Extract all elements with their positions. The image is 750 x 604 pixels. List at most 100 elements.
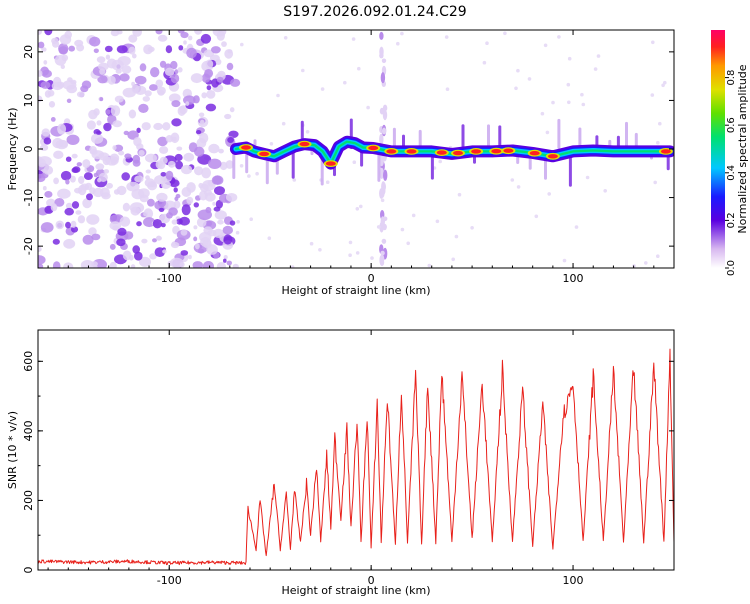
noise-blob xyxy=(154,247,165,257)
noise-blob xyxy=(54,198,65,207)
noise-blob xyxy=(70,220,77,228)
noise-blob xyxy=(138,150,145,156)
noise-blob xyxy=(69,175,76,183)
snr-panel: -100 0 100 0 200 400 600 xyxy=(22,330,675,587)
interference-blob xyxy=(380,250,385,256)
noise-blob xyxy=(53,150,64,159)
noise-blob xyxy=(121,65,132,74)
snr-ylabel: SNR (10 * v/v) xyxy=(6,411,19,489)
noise-blob xyxy=(139,63,147,72)
colorbar-tick-label: 0.0 xyxy=(726,260,737,276)
noise-blob xyxy=(155,235,162,241)
hotspot-red xyxy=(299,141,310,147)
noise-blob xyxy=(99,97,104,102)
noise-blob xyxy=(194,146,205,157)
noise-blob xyxy=(38,70,43,77)
noise-blob xyxy=(122,250,132,261)
noise-blob xyxy=(205,59,214,69)
noise-blob xyxy=(92,187,104,198)
y-tick-label: 400 xyxy=(22,420,35,441)
scatter-blob xyxy=(551,100,555,105)
noise-blob xyxy=(76,162,83,167)
colorbar-tick-label: 0.8 xyxy=(726,70,737,86)
scatter-blob xyxy=(325,180,330,184)
noise-blob xyxy=(52,261,61,268)
noise-blob xyxy=(111,59,124,71)
scatter-blob xyxy=(516,68,520,73)
scatter-blob xyxy=(650,93,655,97)
y-tick-label: -20 xyxy=(22,237,35,255)
colorbar-tick-label: 0.2 xyxy=(726,212,737,228)
scatter-blob xyxy=(357,66,361,71)
scatter-blob xyxy=(470,226,474,230)
noise-blob xyxy=(136,221,142,227)
scatter-blob xyxy=(406,241,411,246)
noise-blob xyxy=(213,206,221,212)
noise-blob xyxy=(70,79,77,85)
noise-blob xyxy=(43,165,54,175)
interference-blob xyxy=(379,107,385,115)
streak xyxy=(245,149,249,174)
noise-blob xyxy=(186,47,197,59)
noise-blob xyxy=(208,143,220,154)
noise-blob xyxy=(174,196,179,201)
noise-blob xyxy=(99,68,106,75)
noise-blob xyxy=(132,30,142,37)
noise-blob xyxy=(112,145,117,151)
noise-blob xyxy=(76,44,85,52)
noise-blob xyxy=(105,109,111,115)
x-tick-label: -100 xyxy=(157,574,182,587)
noise-blob xyxy=(116,30,123,35)
y-tick-label: 0 xyxy=(22,567,35,574)
noise-blob xyxy=(109,221,122,231)
hotspot-red xyxy=(386,149,397,154)
noise-blob xyxy=(155,30,163,35)
noise-blob xyxy=(164,67,175,77)
scatter-blob xyxy=(239,164,244,168)
noise-blob xyxy=(110,105,121,117)
scatter-blob xyxy=(510,178,515,182)
noise-blob xyxy=(193,202,199,208)
noise-blob xyxy=(178,45,184,51)
noise-blob xyxy=(65,156,72,162)
noise-blob xyxy=(38,246,42,253)
noise-blob xyxy=(199,132,209,144)
colorbar xyxy=(711,30,725,268)
interference-blob xyxy=(383,169,388,181)
noise-blob xyxy=(91,233,101,241)
scatter-blob xyxy=(355,207,360,211)
scatter-blob xyxy=(663,80,667,85)
noise-blob xyxy=(104,45,113,53)
noise-blob xyxy=(160,172,167,177)
x-tick-label: 100 xyxy=(563,574,584,587)
noise-blob xyxy=(205,103,217,112)
noise-blob xyxy=(214,186,225,196)
noise-blob xyxy=(65,179,70,185)
noise-blob xyxy=(186,182,196,193)
noise-blob xyxy=(126,181,140,192)
noise-blob xyxy=(132,245,140,254)
noise-blob xyxy=(201,167,212,179)
scatter-blob xyxy=(540,111,545,116)
noise-blob xyxy=(199,231,212,243)
noise-blob xyxy=(176,146,183,151)
scatter-blob xyxy=(343,80,347,85)
noise-blob xyxy=(152,219,162,229)
noise-blob xyxy=(40,144,49,151)
noise-blob xyxy=(230,78,241,87)
noise-blob xyxy=(197,248,205,254)
noise-blob xyxy=(205,206,212,214)
noise-blob xyxy=(119,73,130,82)
noise-blob xyxy=(157,161,166,170)
noise-blob xyxy=(153,122,163,131)
interference-blob xyxy=(381,127,387,135)
noise-blob xyxy=(96,56,106,63)
spectrogram-xlabel: Height of straight line (km) xyxy=(281,284,430,297)
scatter-blob xyxy=(255,171,259,176)
noise-blob xyxy=(86,193,93,201)
noise-blob xyxy=(57,123,67,135)
noise-blob xyxy=(130,206,141,216)
scatter-blob xyxy=(454,234,459,239)
noise-blob xyxy=(80,260,95,268)
